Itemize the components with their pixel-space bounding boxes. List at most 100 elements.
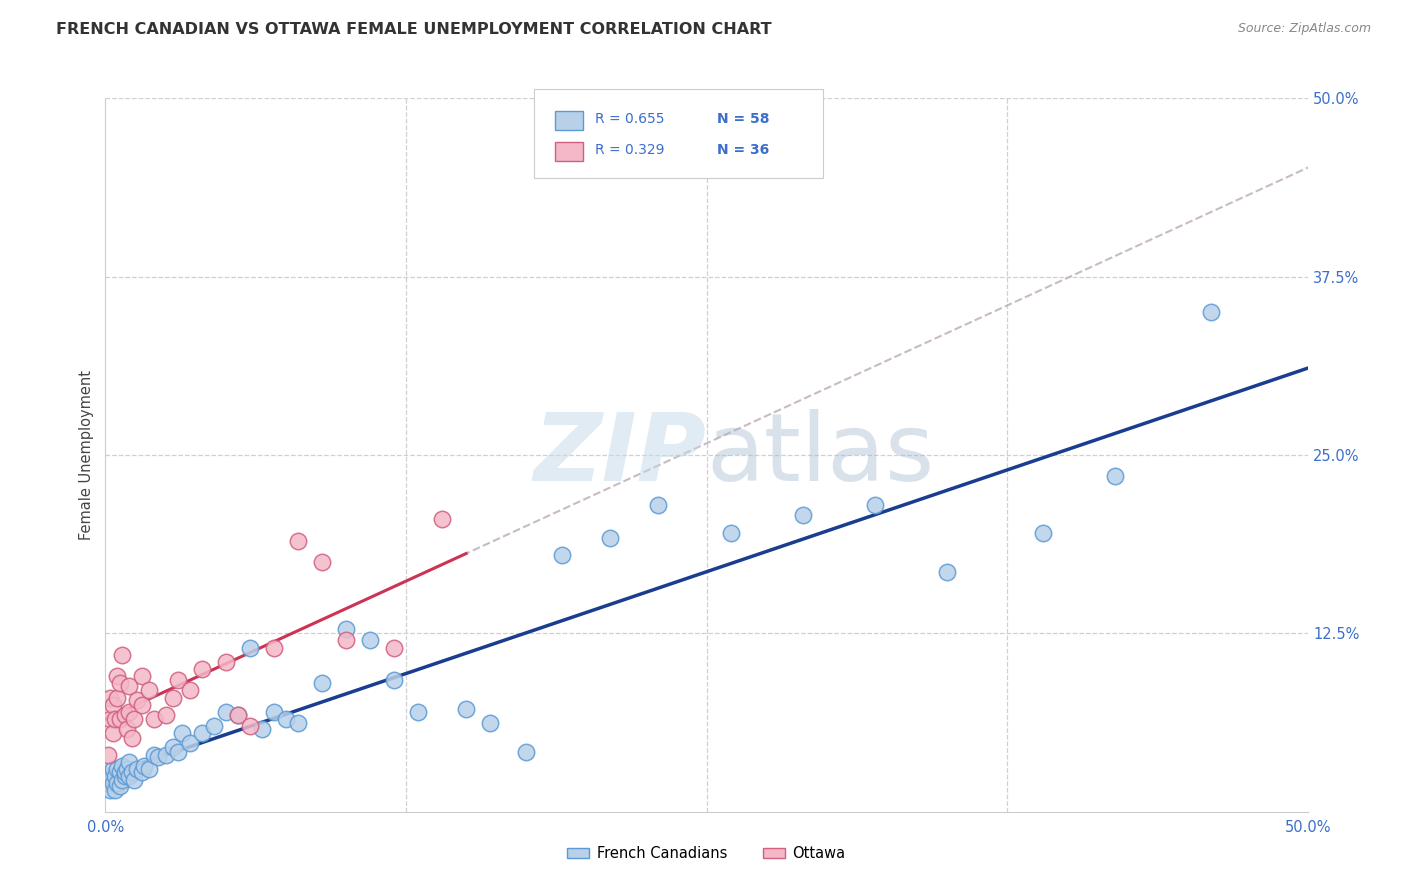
Text: N = 58: N = 58 [717, 112, 769, 126]
Text: N = 36: N = 36 [717, 143, 769, 157]
Point [190, 662, 212, 676]
Point [118, 705, 141, 719]
Point [107, 690, 129, 705]
Point [138, 683, 160, 698]
Point [179, 736, 201, 750]
Point [114, 764, 136, 779]
Point [263, 705, 285, 719]
Point [162, 740, 184, 755]
Text: Source: ZipAtlas.com: Source: ZipAtlas.com [1237, 22, 1371, 36]
Point [551, 548, 574, 562]
Point [155, 707, 177, 722]
Point [98, 783, 121, 797]
Point [311, 555, 333, 569]
Point [226, 707, 249, 722]
Point [406, 705, 429, 719]
Point [1201, 305, 1223, 319]
Point [111, 759, 134, 773]
Point [382, 640, 405, 655]
Point [263, 640, 285, 655]
Legend: French Canadians, Ottawa: French Canadians, Ottawa [561, 840, 852, 867]
Point [118, 679, 141, 693]
Point [104, 769, 127, 783]
Point [647, 498, 669, 512]
Point [454, 702, 477, 716]
Point [125, 762, 148, 776]
Point [179, 683, 201, 698]
Point [101, 698, 124, 712]
Y-axis label: Female Unemployment: Female Unemployment [79, 370, 94, 540]
Point [118, 755, 141, 769]
Point [936, 565, 959, 579]
Point [250, 722, 273, 736]
Point [118, 769, 141, 783]
Text: atlas: atlas [707, 409, 935, 501]
Point [98, 712, 121, 726]
Point [104, 712, 127, 726]
Point [274, 712, 297, 726]
Point [155, 747, 177, 762]
Point [114, 769, 136, 783]
Point [107, 669, 129, 683]
Point [599, 531, 621, 545]
Point [162, 690, 184, 705]
Point [287, 533, 309, 548]
Point [124, 773, 146, 788]
Point [124, 712, 146, 726]
Point [108, 712, 131, 726]
Point [97, 776, 120, 790]
Point [111, 773, 134, 788]
Point [202, 719, 225, 733]
Point [107, 762, 129, 776]
Point [226, 707, 249, 722]
Point [115, 722, 138, 736]
Point [239, 640, 262, 655]
Point [131, 764, 153, 779]
Point [515, 745, 537, 759]
Point [121, 764, 143, 779]
Point [287, 716, 309, 731]
Point [125, 693, 148, 707]
Text: R = 0.329: R = 0.329 [595, 143, 664, 157]
Point [108, 779, 131, 793]
Point [98, 769, 121, 783]
Point [172, 726, 194, 740]
Point [142, 747, 165, 762]
Point [239, 719, 262, 733]
Point [214, 655, 236, 669]
Point [1032, 526, 1054, 541]
Point [138, 762, 160, 776]
Point [142, 712, 165, 726]
Point [190, 726, 212, 740]
Text: R = 0.655: R = 0.655 [595, 112, 664, 126]
Point [720, 526, 742, 541]
Point [108, 676, 131, 690]
Point [104, 783, 127, 797]
Point [115, 762, 138, 776]
Point [382, 673, 405, 688]
Point [114, 707, 136, 722]
Point [335, 622, 357, 636]
Point [101, 762, 124, 776]
Point [166, 745, 188, 759]
Point [430, 512, 453, 526]
Point [1104, 469, 1126, 483]
Point [107, 776, 129, 790]
Point [132, 759, 155, 773]
Point [121, 731, 143, 745]
Text: FRENCH CANADIAN VS OTTAWA FEMALE UNEMPLOYMENT CORRELATION CHART: FRENCH CANADIAN VS OTTAWA FEMALE UNEMPLO… [56, 22, 772, 37]
Point [792, 508, 814, 522]
Point [98, 690, 121, 705]
Point [97, 747, 120, 762]
Point [131, 669, 153, 683]
Point [863, 498, 886, 512]
Point [101, 726, 124, 740]
Text: ZIP: ZIP [534, 409, 707, 501]
Point [111, 648, 134, 662]
Point [479, 716, 502, 731]
Point [311, 676, 333, 690]
Point [108, 764, 131, 779]
Point [214, 705, 236, 719]
Point [166, 673, 188, 688]
Point [148, 750, 170, 764]
